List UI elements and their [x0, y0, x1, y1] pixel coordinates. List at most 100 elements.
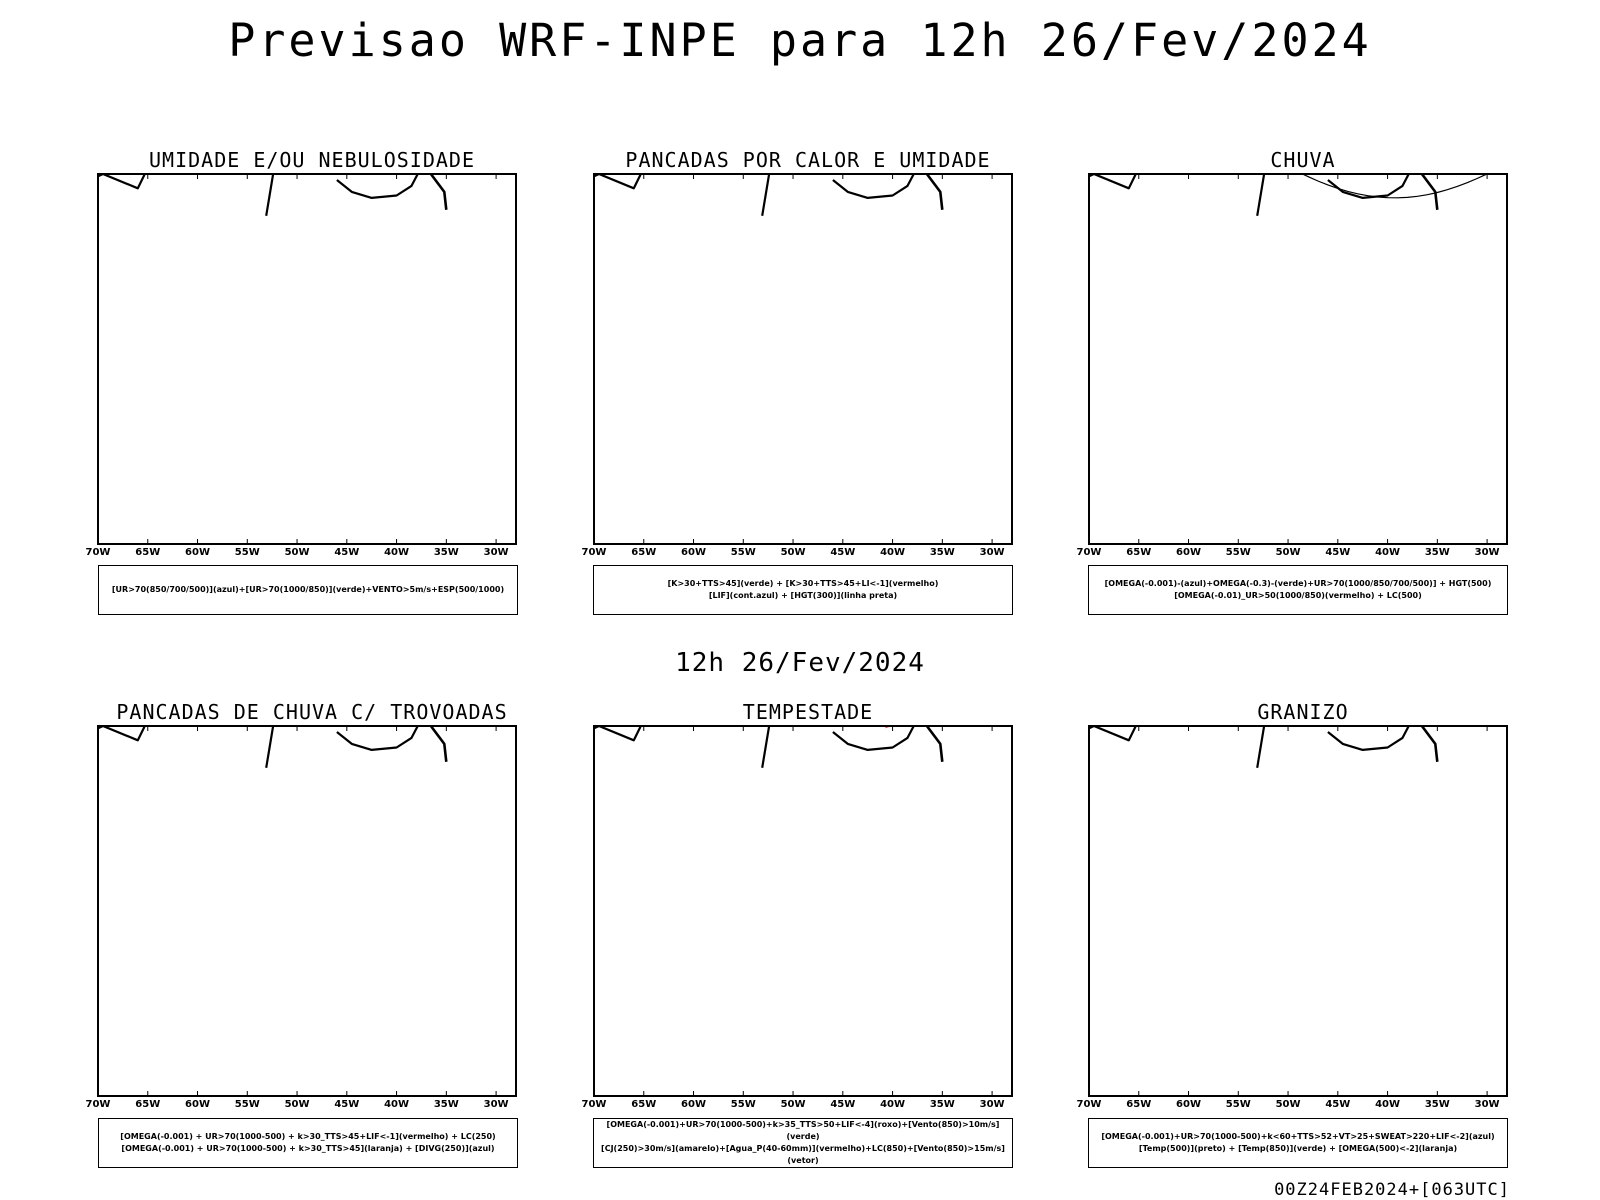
map-frame — [1088, 173, 1508, 545]
map-trovoadas: 12S15S18S21S24S27S30S33S36S39S42S70W65W6… — [82, 722, 517, 1110]
lon-tick-label: 70W — [582, 1099, 607, 1110]
lon-tick-label: 60W — [681, 1099, 706, 1110]
panel-title: UMIDADE E/OU NEBULOSIDADE — [148, 148, 476, 172]
map-tempestade: 40506012S15S18S21S24S27S30S33S36S39S42S7… — [578, 722, 1013, 1110]
map-field: 96809600952094409360 — [578, 170, 1012, 544]
legend-line: [OMEGA(-0.001) + UR>70(1000-500) + k>30_… — [121, 1144, 495, 1153]
lon-tick-label: 45W — [334, 1099, 359, 1110]
legend-line: [UR>70(850/700/500)](azul)+[UR>70(1000/8… — [111, 585, 505, 594]
main-title: Previsao WRF-INPE para 12h 26/Fev/2024 — [228, 14, 1372, 67]
lon-tick-label: 50W — [781, 547, 806, 558]
lon-tick-label: 70W — [1077, 547, 1102, 558]
political-border — [336, 174, 419, 199]
legend-trovoadas: [OMEGA(-0.001) + UR>70(1000-500) + k>30_… — [98, 1118, 518, 1168]
lon-tick-label: 35W — [434, 547, 459, 558]
legend-line: [OMEGA(-0.01)_UR>50(1000/850)(vermelho) … — [1174, 591, 1422, 600]
lon-tick-label: 30W — [484, 1099, 509, 1110]
lon-tick-label: 50W — [781, 1099, 806, 1110]
political-border — [1327, 174, 1410, 199]
map-background — [1089, 726, 1507, 1096]
legend-chuva: [OMEGA(-0.001)-(azul)+OMEGA(-0.3)-(verde… — [1088, 565, 1508, 615]
geopotential-contour — [1301, 174, 1489, 199]
lon-tick-label: 55W — [731, 547, 756, 558]
pacific-coastline — [1073, 722, 1086, 762]
lon-tick-label: 55W — [1226, 1099, 1251, 1110]
legend-line: [CJ(250)>30m/s](amarelo)+[Agua_P(40-60mm… — [601, 1144, 1005, 1165]
political-border — [832, 174, 915, 199]
lon-tick-label: 35W — [930, 1099, 955, 1110]
lon-tick-label: 65W — [1126, 547, 1151, 558]
legend-tempestade: [OMEGA(-0.001)+UR>70(1000-500)+k>35_TTS>… — [593, 1118, 1013, 1168]
lon-tick-label: 45W — [830, 547, 855, 558]
lon-tick-label: 65W — [1126, 1099, 1151, 1110]
omega-500-area — [1149, 722, 1152, 724]
legend-line: [OMEGA(-0.001) + UR>70(1000-500) + k>30_… — [120, 1132, 496, 1141]
map-pancadas-calor: 9680960095209440936012S15S18S21S24S27S30… — [578, 170, 1013, 558]
lon-tick-label: 45W — [1325, 547, 1350, 558]
lon-tick-label: 35W — [930, 547, 955, 558]
lon-tick-label: 55W — [1226, 547, 1251, 558]
legend-line: [OMEGA(-0.001)+UR>70(1000-500)+k>35_TTS>… — [606, 1120, 1000, 1141]
map-chuva: 58257957657357012S15S18S21S24S27S30S33S3… — [1073, 170, 1508, 558]
legend-granizo: [OMEGA(-0.001)+UR>70(1000-500)+k<60+TTS>… — [1088, 1118, 1508, 1168]
lon-tick-label: 65W — [631, 547, 656, 558]
political-border — [1327, 726, 1410, 751]
map-background — [594, 174, 1012, 544]
lon-tick-label: 50W — [285, 1099, 310, 1110]
map-umidade: 1016101210201024101257057658212S15S18S21… — [82, 170, 517, 558]
lon-tick-label: 60W — [681, 547, 706, 558]
map-field: 10161012102010241012570576582 — [82, 170, 516, 544]
map-field — [82, 722, 516, 1096]
omega-500-area — [1180, 722, 1184, 725]
map-background — [594, 726, 1012, 1096]
panel-title: TEMPESTADE — [742, 700, 874, 724]
lon-tick-label: 65W — [135, 547, 160, 558]
pacific-coastline — [578, 170, 591, 210]
panel-title: GRANIZO — [1257, 700, 1349, 724]
pacific-coastline — [578, 722, 591, 762]
lon-tick-label: 60W — [185, 1099, 210, 1110]
lon-tick-label: 40W — [880, 1099, 905, 1110]
political-border — [336, 726, 419, 751]
legend-line: [K>30+TTS>45](verde) + [K>30+TTS>45+LI<-… — [667, 579, 939, 588]
valid-time-title: 12h 26/Fev/2024 — [675, 648, 925, 678]
lon-tick-label: 60W — [1176, 547, 1201, 558]
lon-tick-label: 40W — [384, 1099, 409, 1110]
lon-tick-label: 55W — [235, 1099, 260, 1110]
panel-title: CHUVA — [1270, 148, 1336, 172]
map-frame — [1088, 725, 1508, 1097]
map-field: 405060 — [578, 722, 1012, 1096]
map-field: -121215 — [1073, 722, 1507, 1096]
lon-tick-label: 45W — [1325, 1099, 1350, 1110]
lon-tick-label: 30W — [980, 547, 1005, 558]
lon-tick-label: 40W — [880, 547, 905, 558]
pacific-coastline — [82, 170, 95, 210]
political-border — [832, 726, 915, 751]
lon-tick-label: 35W — [1425, 547, 1450, 558]
lon-tick-label: 60W — [1176, 1099, 1201, 1110]
run-footer: 00Z24FEB2024+[063UTC] — [1274, 1180, 1510, 1200]
lon-tick-label: 30W — [980, 1099, 1005, 1110]
lon-tick-label: 55W — [235, 547, 260, 558]
lon-tick-label: 40W — [1375, 1099, 1400, 1110]
lon-tick-label: 60W — [185, 547, 210, 558]
pacific-coastline — [1073, 170, 1086, 210]
pacific-coastline — [82, 722, 95, 762]
legend-pancadas-calor: [K>30+TTS>45](verde) + [K>30+TTS>45+LI<-… — [593, 565, 1013, 615]
legend-line: [OMEGA(-0.001)+UR>70(1000-500)+k<60+TTS>… — [1101, 1132, 1495, 1141]
lon-tick-label: 30W — [1475, 1099, 1500, 1110]
map-background — [98, 726, 516, 1096]
legend-umidade: [UR>70(850/700/500)](azul)+[UR>70(1000/8… — [98, 565, 518, 615]
map-field: 582579576573570 — [1073, 170, 1507, 544]
lon-tick-label: 70W — [86, 547, 111, 558]
lon-tick-label: 30W — [1475, 547, 1500, 558]
lon-tick-label: 35W — [434, 1099, 459, 1110]
lon-tick-label: 65W — [135, 1099, 160, 1110]
map-frame — [97, 173, 517, 545]
lon-tick-label: 70W — [582, 547, 607, 558]
lon-tick-label: 50W — [285, 547, 310, 558]
map-frame — [97, 725, 517, 1097]
lon-tick-label: 35W — [1425, 1099, 1450, 1110]
lon-tick-label: 45W — [830, 1099, 855, 1110]
lon-tick-label: 55W — [731, 1099, 756, 1110]
